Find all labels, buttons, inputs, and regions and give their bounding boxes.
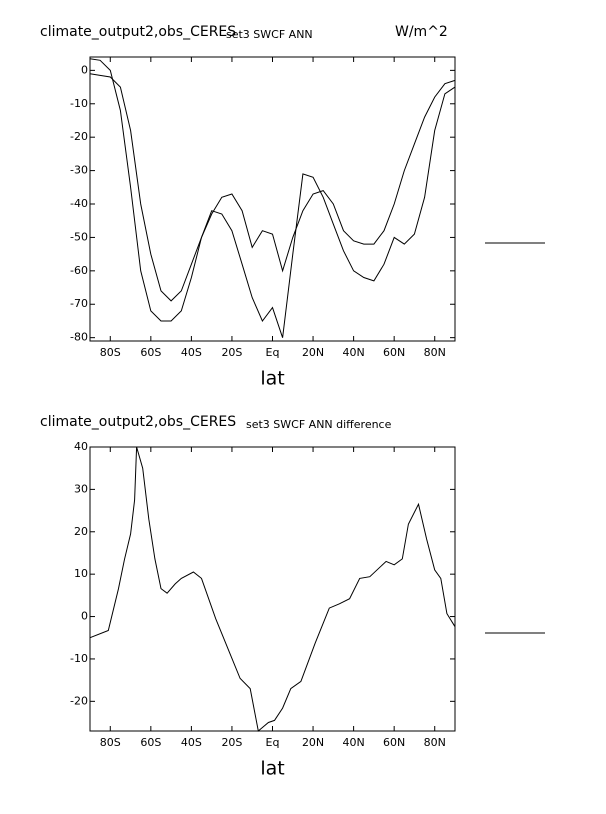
y-tick-label: 30	[74, 482, 88, 495]
line-series	[89, 446, 456, 732]
chart-title: climate_output2,obs_CERES	[40, 24, 236, 40]
x-tick-label: 20S	[221, 346, 242, 359]
line-series	[89, 58, 456, 338]
y-tick-label: 0	[81, 610, 88, 623]
x-tick-label: 40N	[342, 736, 364, 749]
x-tick-label: 60N	[383, 736, 405, 749]
y-tick-label: -30	[70, 164, 88, 177]
x-tick-label: Eq	[266, 736, 280, 749]
y-tick-label: -40	[70, 197, 88, 210]
y-tick-label: 0	[81, 63, 88, 76]
y-tick-label: 40	[74, 440, 88, 453]
x-tick-label: 20N	[302, 736, 324, 749]
y-tick-label: -20	[70, 130, 88, 143]
x-tick-label: 60S	[140, 736, 161, 749]
x-axis-label: lat	[260, 758, 284, 780]
y-tick-label: -80	[70, 331, 88, 344]
x-tick-label: 80N	[424, 346, 446, 359]
x-tick-label: 40S	[181, 736, 202, 749]
x-tick-label: 80S	[100, 736, 121, 749]
chart-title: climate_output2,obs_CERES	[40, 414, 236, 430]
x-axis-label: lat	[260, 368, 284, 390]
y-tick-label: -10	[70, 97, 88, 110]
y-tick-label: 20	[74, 525, 88, 538]
y-tick-label: -70	[70, 297, 88, 310]
x-tick-label: 80S	[100, 346, 121, 359]
line-series	[89, 73, 456, 302]
y-tick-label: -50	[70, 230, 88, 243]
x-tick-label: 80N	[424, 736, 446, 749]
y-tick-label: -20	[70, 694, 88, 707]
y-tick-label: -10	[70, 652, 88, 665]
plot-frame	[89, 446, 456, 732]
x-tick-label: 20S	[221, 736, 242, 749]
units: W/m^2	[395, 24, 448, 40]
x-tick-label: 60S	[140, 346, 161, 359]
chart-subtitle: set3 SWCF ANN	[226, 28, 313, 41]
y-tick-label: 10	[74, 567, 88, 580]
x-tick-label: 40S	[181, 346, 202, 359]
y-tick-label: -60	[70, 264, 88, 277]
chart-subtitle: set3 SWCF ANN difference	[246, 418, 392, 431]
plot-frame	[89, 56, 456, 342]
x-tick-label: 20N	[302, 346, 324, 359]
x-tick-label: 60N	[383, 346, 405, 359]
x-tick-label: 40N	[342, 346, 364, 359]
x-tick-label: Eq	[266, 346, 280, 359]
